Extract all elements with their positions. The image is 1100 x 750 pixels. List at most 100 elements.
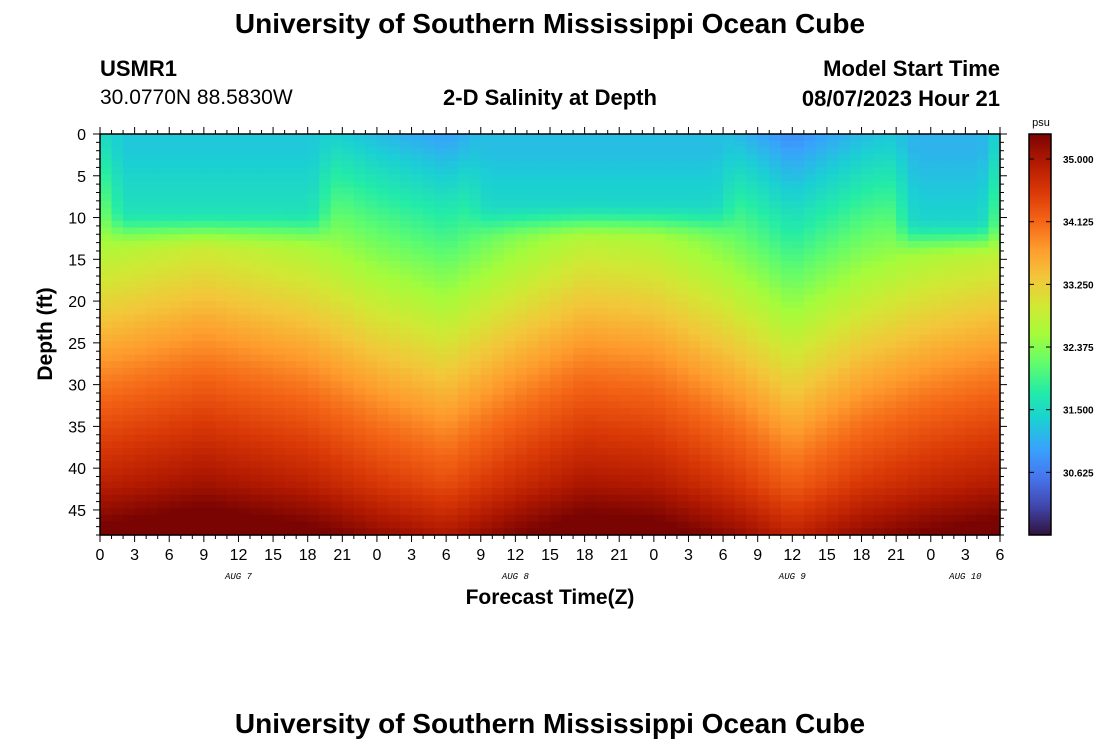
heatmap-cell xyxy=(307,521,320,529)
heatmap-cell xyxy=(423,421,436,429)
heatmap-cell xyxy=(180,354,193,362)
heatmap-cell xyxy=(169,334,182,342)
heatmap-cell xyxy=(884,481,897,489)
y-tick-label: 35 xyxy=(68,419,86,436)
heatmap-cell xyxy=(723,240,736,249)
heatmap-cell xyxy=(607,387,620,396)
heatmap-cell xyxy=(261,394,274,402)
heatmap-cell xyxy=(792,240,805,249)
heatmap-cell xyxy=(365,374,378,382)
heatmap-cell xyxy=(538,154,551,162)
heatmap-cell xyxy=(746,514,759,523)
heatmap-cell xyxy=(515,434,528,443)
heatmap-cell xyxy=(573,167,586,175)
heatmap-cell xyxy=(965,488,978,496)
heatmap-cell xyxy=(965,154,978,162)
heatmap-cell xyxy=(861,387,874,396)
heatmap-cell xyxy=(515,194,528,202)
heatmap-cell xyxy=(526,334,540,342)
heatmap-cell xyxy=(123,461,136,469)
heatmap-cell xyxy=(861,494,874,503)
heatmap-cell xyxy=(123,174,136,182)
heatmap-cell xyxy=(446,160,459,169)
heatmap-cell xyxy=(238,294,251,302)
heatmap-cell xyxy=(434,167,447,175)
heatmap-cell xyxy=(353,367,366,376)
heatmap-cell xyxy=(930,414,943,422)
heatmap-cell xyxy=(100,428,113,436)
heatmap-cell xyxy=(342,448,355,456)
heatmap-cell xyxy=(503,361,516,369)
heatmap-cell xyxy=(711,414,724,422)
heatmap-cell xyxy=(353,381,366,389)
heatmap-cell xyxy=(134,207,147,215)
heatmap-cell xyxy=(838,448,851,456)
heatmap-cell xyxy=(284,347,297,356)
heatmap-cell xyxy=(376,347,390,356)
heatmap-cell xyxy=(780,408,793,416)
heatmap-cell xyxy=(550,528,563,536)
heatmap-cell xyxy=(411,448,424,456)
heatmap-cell xyxy=(607,401,620,409)
heatmap-cell xyxy=(492,381,505,389)
heatmap-cell xyxy=(388,508,401,516)
heatmap-cell xyxy=(353,260,366,269)
heatmap-cell xyxy=(342,367,355,376)
heatmap-cell xyxy=(111,167,124,175)
heatmap-cell xyxy=(665,434,678,443)
heatmap-cell xyxy=(469,374,482,382)
heatmap-cell xyxy=(873,254,886,262)
heatmap-cell xyxy=(307,240,320,249)
heatmap-cell xyxy=(884,294,897,302)
heatmap-cell xyxy=(561,521,574,529)
heatmap-cell xyxy=(838,207,851,215)
heatmap-cell xyxy=(111,361,124,369)
heatmap-cell xyxy=(250,180,263,189)
heatmap-cell xyxy=(319,287,332,295)
heatmap-cell xyxy=(596,287,609,295)
heatmap-cell xyxy=(192,367,205,376)
heatmap-cell xyxy=(203,140,216,148)
heatmap-cell xyxy=(734,274,747,282)
heatmap-cell xyxy=(815,474,828,483)
heatmap-cell xyxy=(157,260,170,269)
heatmap-cell xyxy=(411,481,424,489)
heatmap-cell xyxy=(976,147,990,155)
heatmap-cell xyxy=(538,461,551,469)
heatmap-cell xyxy=(803,408,816,416)
heatmap-cell xyxy=(630,274,643,282)
heatmap-cell xyxy=(815,254,828,262)
heatmap-cell xyxy=(434,521,447,529)
heatmap-cell xyxy=(515,381,528,389)
heatmap-cell xyxy=(492,521,505,529)
heatmap-cell xyxy=(884,414,897,422)
heatmap-cell xyxy=(815,240,828,249)
heatmap-cell xyxy=(665,254,678,262)
heatmap-cell xyxy=(215,521,228,529)
heatmap-cell xyxy=(953,281,966,289)
heatmap-cell xyxy=(561,307,574,316)
heatmap-cell xyxy=(769,461,782,469)
heatmap-cell xyxy=(111,408,124,416)
heatmap-cell xyxy=(192,187,205,195)
heatmap-cell xyxy=(319,227,332,235)
heatmap-cell xyxy=(423,301,436,309)
heatmap-cell xyxy=(469,481,482,489)
heatmap-cell xyxy=(723,441,736,449)
heatmap-cell xyxy=(457,194,470,202)
heatmap-cell xyxy=(803,454,816,463)
heatmap-cell xyxy=(146,494,159,503)
heatmap-cell xyxy=(642,281,655,289)
heatmap-cell xyxy=(919,140,932,148)
heatmap-cell xyxy=(538,481,551,489)
heatmap-cell xyxy=(550,160,563,169)
heatmap-cell xyxy=(134,521,147,529)
heatmap-cell xyxy=(746,521,759,529)
heatmap-cell xyxy=(307,408,320,416)
heatmap-cell xyxy=(769,361,782,369)
heatmap-cell xyxy=(273,441,286,449)
heatmap-cell xyxy=(365,387,378,396)
heatmap-cell xyxy=(700,147,713,155)
heatmap-cell xyxy=(203,247,216,255)
heatmap-cell xyxy=(261,334,274,342)
